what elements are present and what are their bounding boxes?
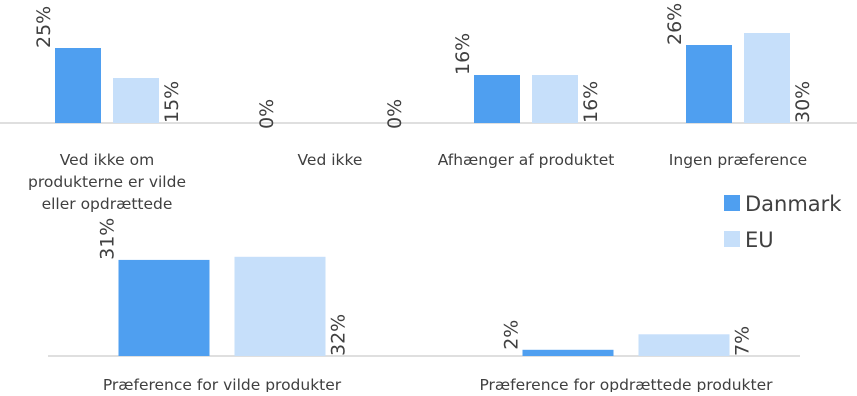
bar-danmark-3 (686, 45, 732, 123)
bar-danmark-0 (118, 259, 210, 356)
legend-label-eu: EU (745, 228, 774, 252)
value-label-danmark-2: 16% (452, 33, 474, 75)
value-label-eu-0: 15% (161, 81, 183, 123)
bar-eu-3 (744, 33, 790, 123)
value-label-danmark-1: 2% (501, 320, 523, 350)
category-label-0-0-1: produkterne er vilde (28, 173, 186, 191)
category-label-1-1-0: Præference for opdrættede produkter (479, 376, 773, 392)
bar-eu-2 (532, 75, 578, 123)
value-label-danmark-1: 0% (256, 99, 278, 129)
value-label-eu-3: 30% (792, 81, 814, 123)
bar-eu-0 (234, 256, 326, 356)
category-label-0-1-0: Ved ikke (298, 151, 363, 169)
category-label-0-0-2: eller opdrættede (42, 195, 173, 213)
value-label-danmark-0: 31% (97, 218, 119, 260)
bar-eu-0 (113, 78, 159, 123)
value-label-eu-0: 32% (328, 314, 350, 356)
bar-eu-1 (638, 334, 730, 356)
legend-swatch-eu (724, 231, 740, 247)
value-label-eu-2: 16% (580, 81, 602, 123)
value-label-eu-1: 7% (732, 326, 754, 356)
bar-danmark-0 (55, 48, 101, 123)
legend-label-danmark: Danmark (745, 192, 842, 216)
bar-danmark-2 (474, 75, 520, 123)
value-label-danmark-0: 25% (33, 6, 55, 48)
value-label-danmark-3: 26% (664, 3, 686, 45)
category-label-0-2-0: Afhænger af produktet (438, 151, 615, 169)
category-label-1-0-0: Præference for vilde produkter (103, 376, 342, 392)
category-label-0-3-0: Ingen præference (669, 151, 807, 169)
value-label-eu-1: 0% (384, 99, 406, 129)
category-label-0-0-0: Ved ikke om (60, 151, 154, 169)
bar-danmark-1 (522, 349, 614, 356)
legend-swatch-danmark (724, 195, 740, 211)
